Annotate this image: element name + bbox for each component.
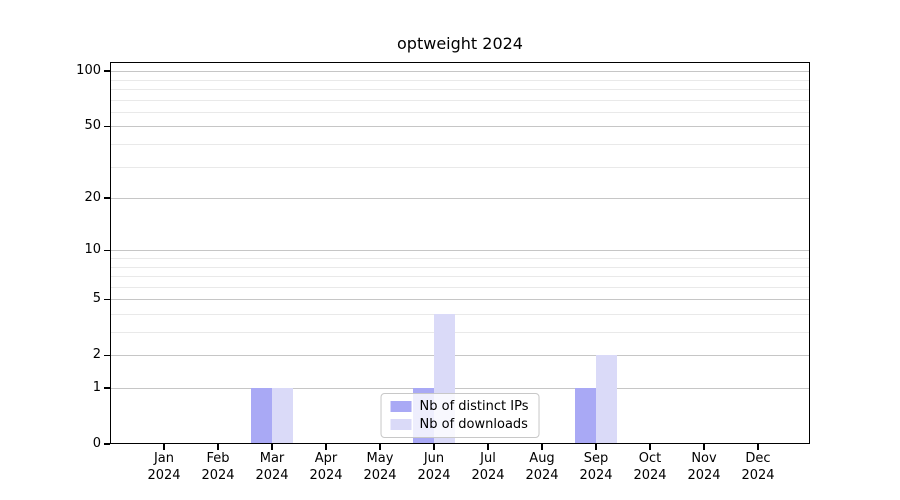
x-tick-mark	[163, 444, 165, 450]
gridline-major	[110, 299, 810, 301]
y-tick-mark	[104, 70, 110, 72]
plot-area: Nb of distinct IPs Nb of downloads	[110, 62, 810, 444]
x-tick-mark	[325, 444, 327, 450]
legend-swatch-downloads	[390, 419, 412, 430]
gridline-minor	[110, 266, 810, 268]
x-tick-mark	[541, 444, 543, 450]
legend-swatch-distinct-ips	[390, 401, 412, 412]
y-tick-label: 2	[92, 347, 101, 363]
x-tick-label: Feb 2024	[201, 451, 235, 483]
gridline-minor	[110, 79, 810, 81]
gridline-minor	[110, 88, 810, 90]
gridline-minor	[110, 286, 810, 288]
bar-distinct-ips-sep	[575, 388, 596, 444]
x-tick-mark	[217, 444, 219, 450]
y-tick-label: 100	[76, 63, 101, 79]
plot-frame	[110, 62, 810, 444]
x-tick-mark	[757, 444, 759, 450]
y-tick-label: 50	[84, 118, 101, 134]
x-tick-mark	[433, 444, 435, 450]
gridline-minor	[110, 166, 810, 168]
y-tick-label: 0	[92, 436, 101, 451]
x-tick-label: Jun 2024	[417, 451, 451, 483]
x-tick-label: Dec 2024	[741, 451, 775, 483]
gridline-minor	[110, 111, 810, 113]
gridline-minor	[110, 332, 810, 333]
x-tick-label: Oct 2024	[633, 451, 667, 483]
x-tick-mark	[271, 444, 273, 450]
gridline-minor	[110, 313, 810, 315]
legend: Nb of distinct IPs Nb of downloads	[380, 393, 540, 438]
bar-distinct-ips-mar	[251, 388, 272, 444]
legend-entry-distinct-ips: Nb of distinct IPs	[390, 399, 529, 414]
chart-title: optweight 2024	[397, 34, 523, 53]
bar-downloads-mar	[272, 388, 293, 444]
x-tick-label: Nov 2024	[687, 451, 721, 483]
y-tick-mark	[104, 298, 110, 300]
y-tick-mark	[104, 354, 110, 356]
y-tick-label: 1	[92, 380, 101, 395]
x-tick-label: Aug 2024	[525, 451, 559, 483]
x-tick-mark	[487, 444, 489, 450]
y-tick-mark	[104, 443, 110, 445]
gridline-major	[110, 388, 810, 389]
x-tick-mark	[649, 444, 651, 450]
legend-label-downloads: Nb of downloads	[419, 417, 528, 432]
bar-downloads-sep	[596, 355, 617, 444]
gridline-minor	[110, 257, 810, 259]
x-tick-mark	[703, 444, 705, 450]
x-tick-label: Mar 2024	[255, 451, 289, 483]
y-tick-mark	[104, 249, 110, 251]
gridline-major	[110, 250, 810, 252]
x-tick-label: Apr 2024	[309, 451, 343, 483]
x-tick-mark	[379, 444, 381, 450]
x-tick-label: May 2024	[363, 451, 397, 483]
y-tick-label: 5	[92, 291, 101, 307]
gridline-major	[110, 355, 810, 357]
gridline-minor	[110, 276, 810, 277]
y-tick-mark	[104, 197, 110, 199]
x-tick-label: Sep 2024	[579, 451, 613, 483]
gridline-minor	[110, 143, 810, 145]
legend-label-distinct-ips: Nb of distinct IPs	[419, 399, 529, 414]
legend-entry-downloads: Nb of downloads	[390, 417, 529, 432]
y-tick-label: 20	[84, 190, 101, 205]
y-tick-label: 10	[84, 242, 101, 258]
gridline-major	[110, 71, 810, 73]
x-tick-label: Jan 2024	[147, 451, 181, 483]
y-tick-mark	[104, 387, 110, 389]
gridline-minor	[110, 99, 810, 101]
x-tick-label: Jul 2024	[471, 451, 505, 483]
gridline-major	[110, 126, 810, 128]
x-tick-mark	[595, 444, 597, 450]
y-tick-mark	[104, 125, 110, 127]
gridline-major	[110, 198, 810, 199]
